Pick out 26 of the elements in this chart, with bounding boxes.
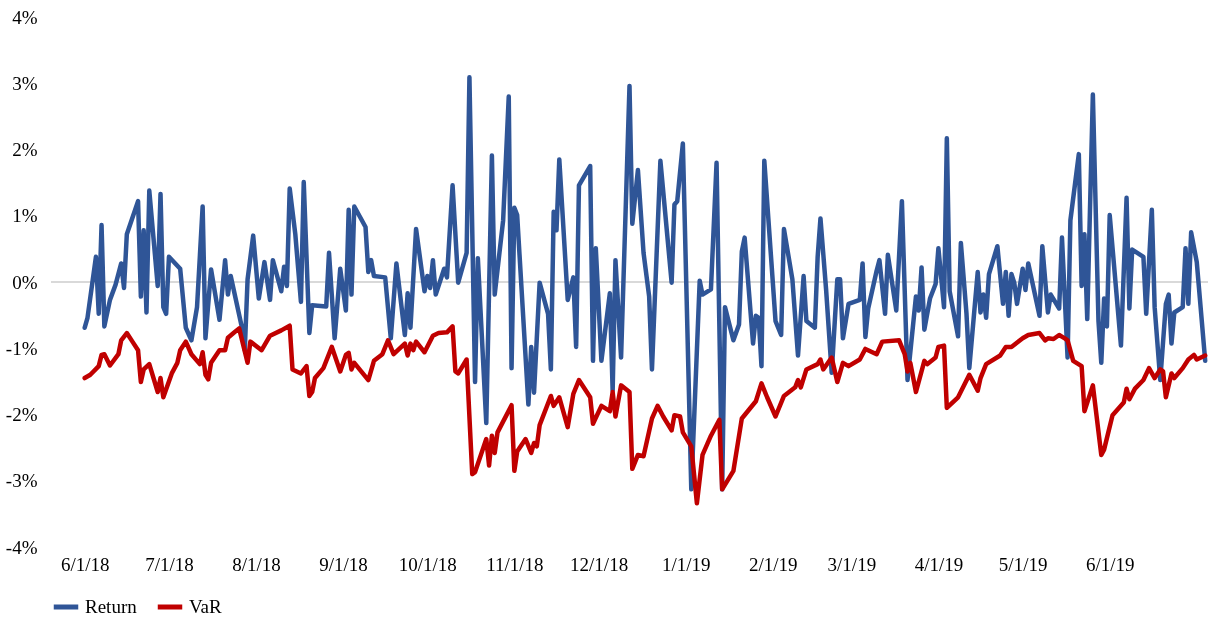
y-tick-label: 1% [12,205,38,227]
legend-label: VaR [189,596,223,617]
y-tick-label: -4% [5,536,38,558]
y-tick-label: 2% [12,139,38,160]
x-tick-label: 8/1/18 [232,553,281,575]
x-tick-label: 6/1/19 [1085,553,1135,575]
legend-label: Return [85,596,138,617]
x-tick-label: 2/1/19 [748,553,798,575]
y-tick-label: -3% [5,470,38,492]
y-tick-label: 0% [12,271,38,293]
y-tick-label: -1% [5,337,38,359]
x-tick-label: 3/1/19 [827,553,877,575]
x-tick-label: 4/1/19 [914,553,964,575]
x-tick-label: 10/1/18 [398,553,457,575]
x-tick-label: 5/1/19 [998,553,1048,575]
x-tick-label: 7/1/18 [145,553,194,575]
y-tick-label: 4% [12,6,38,28]
x-tick-label: 1/1/19 [661,553,711,575]
line-series [82,323,1208,506]
x-tick-label: 12/1/18 [570,553,629,575]
y-tick-label: -2% [5,404,38,425]
x-tick-label: 9/1/18 [319,553,368,575]
y-tick-label: 3% [12,72,38,94]
line-series [82,75,1208,492]
x-tick-label: 6/1/18 [60,553,110,575]
x-tick-label: 11/1/18 [486,553,544,575]
